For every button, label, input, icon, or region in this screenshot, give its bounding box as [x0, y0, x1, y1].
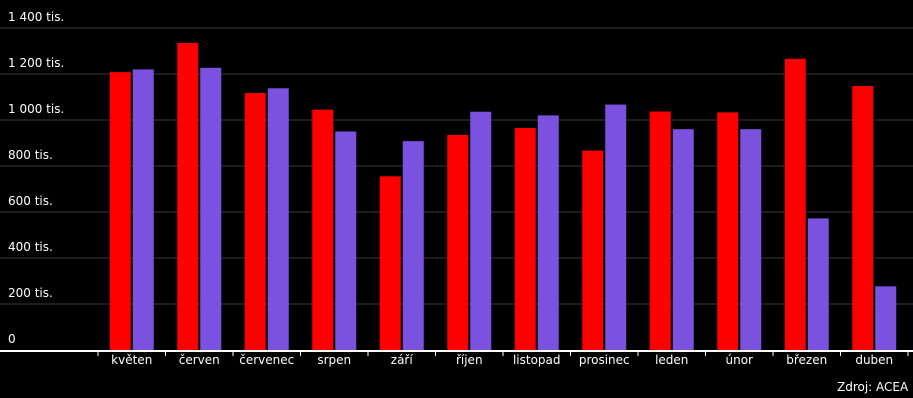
x-tick-label: březen: [786, 353, 827, 367]
x-axis-category-labels: květen červen červenec srpen září říjen listop…: [111, 353, 893, 367]
bar-series-2-červen: [200, 67, 222, 350]
x-tick-label: červen: [179, 353, 220, 367]
y-tick-label: 1 400 tis.: [8, 10, 64, 24]
bar-series-2-květen: [132, 69, 154, 351]
bar-series-2-listopad: [537, 115, 559, 351]
bar-series-2-březen: [807, 218, 829, 350]
x-tick-label: říjen: [456, 353, 483, 367]
source-note: Zdroj: ACEA: [837, 380, 909, 394]
bar-series-1-prosinec: [582, 150, 604, 350]
x-tick-label: listopad: [513, 353, 561, 367]
bar-series-1-srpen: [312, 109, 334, 351]
x-tick-label: prosinec: [579, 353, 630, 367]
bar-series-1-červenec: [244, 93, 266, 350]
bar-series-2-září: [402, 141, 424, 350]
bar-series-1-červen: [177, 42, 199, 350]
bar-series-1-březen: [784, 58, 806, 350]
bar-series-2-prosinec: [605, 104, 627, 350]
bar-series-1-květen: [109, 72, 131, 350]
y-tick-label: 1 200 tis.: [8, 56, 64, 70]
bar-series-2-duben: [875, 286, 897, 350]
bar-series-2-srpen: [335, 131, 357, 350]
y-tick-label: 200 tis.: [8, 286, 53, 300]
x-tick-label: září: [391, 353, 414, 367]
bar-series-1-září: [379, 176, 401, 350]
x-tick-label: leden: [655, 353, 688, 367]
y-tick-label: 1 000 tis.: [8, 102, 64, 116]
y-tick-label: 0: [8, 332, 16, 346]
x-tick-label: červenec: [239, 353, 294, 367]
y-tick-label: 800 tis.: [8, 148, 53, 162]
bars: [109, 42, 897, 351]
x-tick-label: duben: [855, 353, 893, 367]
y-axis-tick-labels: 0 200 tis. 400 tis. 600 tis. 800 tis. 1 000 t…: [8, 10, 64, 346]
bar-series-2-leden: [672, 129, 694, 350]
x-tick-label: květen: [111, 353, 152, 367]
bar-series-2-únor: [740, 129, 762, 350]
bar-series-1-únor: [717, 112, 739, 350]
bar-series-1-říjen: [447, 134, 469, 350]
bar-series-1-listopad: [514, 128, 536, 350]
y-tick-label: 400 tis.: [8, 240, 53, 254]
bar-series-1-leden: [649, 111, 671, 351]
x-tick-label: únor: [726, 353, 754, 367]
bar-series-2-červenec: [267, 88, 289, 350]
bar-series-2-říjen: [470, 111, 492, 350]
y-tick-label: 600 tis.: [8, 194, 53, 208]
x-axis: [0, 350, 913, 356]
bar-series-1-duben: [852, 85, 874, 351]
x-tick-label: srpen: [317, 353, 351, 367]
